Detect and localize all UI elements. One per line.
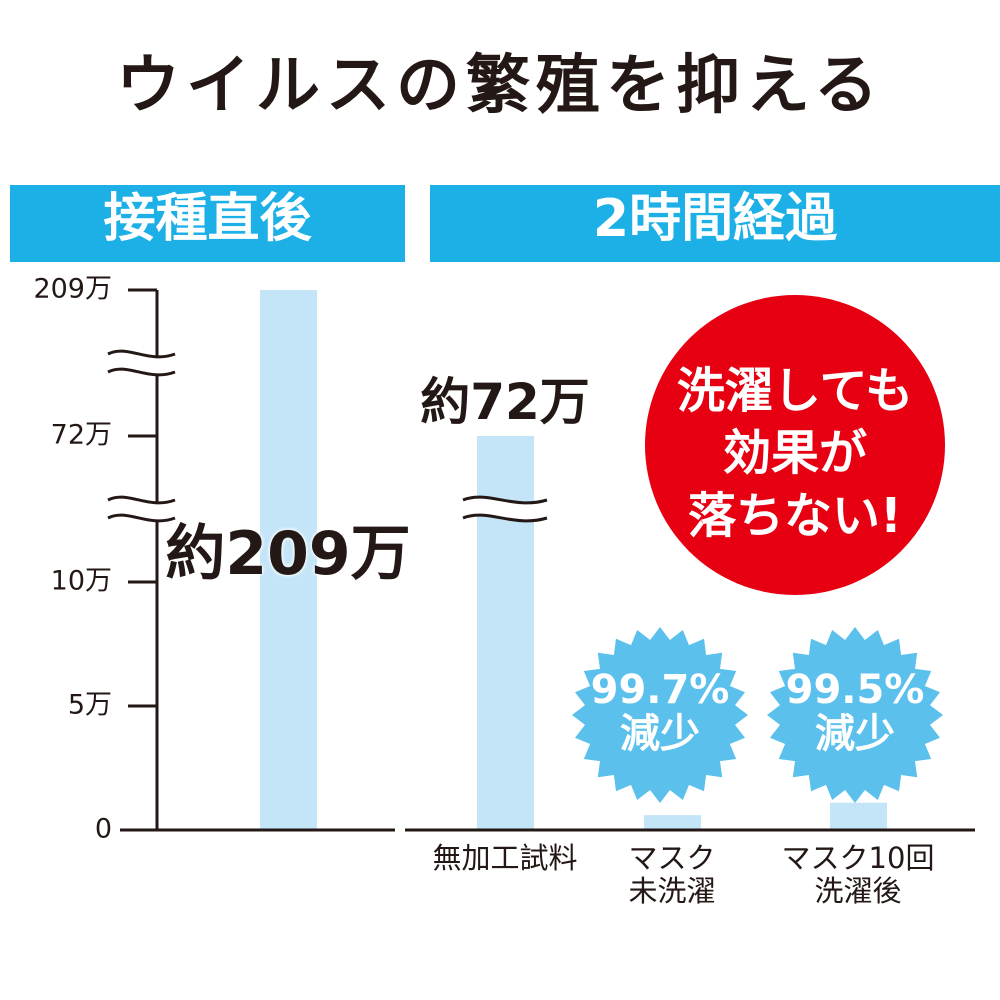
x-tick-label: マスク10回 洗濯後 — [781, 841, 935, 909]
badge-text: 99.7% 減少 — [590, 667, 730, 757]
y-tick-label: 72万 — [51, 420, 112, 451]
x-tick-label: マスク 未洗濯 — [628, 841, 716, 909]
badge-text: 99.5% 減少 — [785, 667, 925, 757]
axis-break — [107, 513, 176, 523]
bar — [477, 436, 534, 830]
panel-title: 接種直後 — [103, 189, 312, 249]
axis-break — [462, 513, 548, 523]
axis-break — [107, 495, 176, 505]
y-tick-label: 209万 — [33, 274, 112, 305]
panel-title: 2時間経過 — [592, 189, 838, 249]
bar — [644, 815, 701, 830]
page-title: ウイルスの繁殖を抑える — [115, 49, 885, 123]
y-tick-label: 0 — [95, 814, 112, 845]
callout-circle — [645, 295, 945, 595]
axis-break — [107, 349, 176, 359]
axis-break — [462, 495, 548, 505]
y-tick-label: 5万 — [68, 690, 112, 721]
axis-break — [107, 367, 176, 377]
starburst-badge — [572, 627, 748, 803]
x-tick-label: 無加工試料 — [432, 841, 578, 875]
value-label: 約209万 — [165, 519, 411, 589]
panel-header — [430, 185, 1000, 262]
bar — [830, 802, 887, 830]
y-tick-label: 10万 — [51, 566, 112, 597]
bar — [260, 290, 317, 830]
callout-text: 洗濯しても 効果が 落ちない! — [676, 363, 914, 544]
starburst-badge — [767, 627, 943, 803]
value-label: 約72万 — [420, 373, 590, 431]
panel-header — [10, 185, 405, 262]
